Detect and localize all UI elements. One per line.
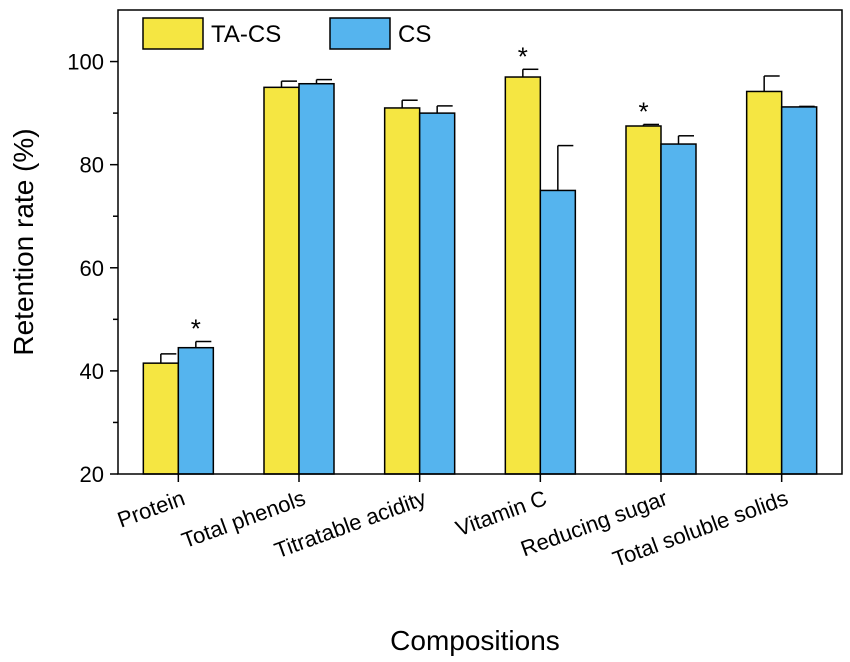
bar-cs-total-phenols: [298, 82, 335, 475]
bar-cs-protein: [177, 346, 215, 475]
y-axis-title: Retention rate (%): [8, 128, 39, 355]
bar-cs-titratable-acidity: [418, 112, 456, 475]
y-tick-label: 20: [80, 462, 104, 487]
legend: TA-CS CS: [142, 17, 431, 50]
bar-ta-cs-total-soluble-solids: [745, 90, 783, 475]
bar-ta-cs-vitamin-c: [504, 76, 542, 475]
y-tick-label: 80: [80, 153, 104, 178]
plot-frame: [117, 9, 843, 475]
bar-ta-cs-total-phenols: [263, 86, 300, 475]
significance-marker-ta-cs-reducing-sugar: *: [638, 96, 648, 126]
error-bars-layer: [160, 68, 815, 364]
x-tick-label: Protein: [114, 485, 188, 532]
legend-label-ta-cs: TA-CS: [211, 21, 281, 48]
bar-ta-cs-protein: [142, 362, 180, 475]
bar-ta-cs-titratable-acidity: [383, 107, 421, 475]
bar-cs-reducing-sugar: [660, 143, 697, 475]
legend-swatch-ta-cs: [142, 17, 204, 50]
significance-markers-layer: * * *: [191, 41, 649, 343]
bar-cs-vitamin-c: [539, 189, 577, 475]
y-tick-label: 40: [80, 359, 104, 384]
bars-layer: [142, 76, 818, 475]
bar-ta-cs-reducing-sugar: [625, 125, 662, 475]
y-tick-label: 60: [80, 256, 104, 281]
legend-label-cs: CS: [398, 21, 431, 48]
significance-marker-cs-protein: *: [191, 314, 201, 344]
bar-cs-total-soluble-solids: [780, 106, 818, 475]
legend-swatch-cs: [329, 17, 391, 50]
y-tick-label: 100: [67, 50, 104, 75]
x-axis-title: Compositions: [390, 625, 560, 656]
significance-marker-ta-cs-vitamin-c: *: [518, 41, 528, 71]
